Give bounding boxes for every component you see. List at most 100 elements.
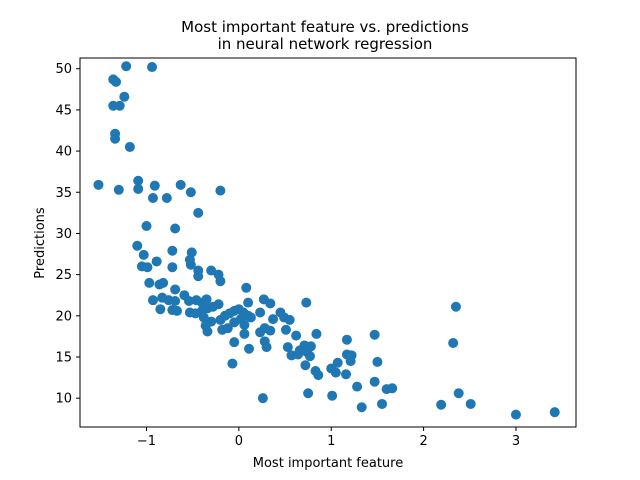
data-point: [158, 277, 169, 288]
data-point: [330, 367, 341, 378]
y-tick-label: 50: [55, 62, 72, 77]
data-point: [133, 183, 144, 194]
data-point: [332, 357, 343, 368]
data-point: [202, 326, 213, 337]
data-point: [241, 282, 252, 293]
data-point: [198, 312, 209, 323]
data-point: [144, 277, 155, 288]
data-point: [300, 360, 311, 371]
data-point: [313, 370, 324, 381]
data-point: [213, 299, 224, 310]
data-point: [352, 381, 363, 392]
data-point: [450, 301, 461, 312]
data-point: [341, 334, 352, 345]
data-point: [369, 376, 380, 387]
x-tick-label: −1: [137, 434, 156, 449]
data-point: [193, 271, 204, 282]
data-point: [549, 407, 560, 418]
data-point: [171, 305, 182, 316]
y-tick-label: 40: [55, 145, 72, 160]
data-points: [93, 61, 560, 420]
data-point: [161, 193, 172, 204]
data-point: [121, 61, 132, 72]
data-point: [377, 398, 388, 409]
data-point: [265, 325, 276, 336]
chart-title-line2: in neural network regression: [218, 35, 433, 53]
data-point: [257, 393, 268, 404]
data-point: [147, 295, 158, 306]
data-point: [261, 342, 272, 353]
data-point: [304, 351, 315, 362]
data-point: [155, 304, 166, 315]
y-tick-label: 30: [55, 227, 72, 242]
data-point: [244, 343, 255, 354]
data-point: [132, 240, 143, 251]
data-point: [151, 256, 162, 267]
data-point: [436, 399, 447, 410]
data-point: [167, 262, 178, 273]
y-tick-label: 20: [55, 309, 72, 324]
data-point: [291, 330, 302, 341]
chart-title-line1: Most important feature vs. predictions: [181, 18, 469, 36]
data-point: [141, 221, 152, 232]
x-tick-label: 0: [235, 434, 243, 449]
data-point: [110, 133, 121, 144]
y-tick-label: 35: [55, 186, 72, 201]
data-point: [243, 297, 254, 308]
data-point: [465, 398, 476, 409]
data-point: [280, 324, 291, 335]
data-point: [356, 402, 367, 413]
data-point: [222, 323, 233, 334]
data-point: [170, 284, 181, 295]
data-point: [147, 62, 158, 73]
data-point: [327, 390, 338, 401]
data-point: [268, 314, 279, 325]
data-point: [175, 179, 186, 190]
axis-ticks: −1 0 1 2 3 10 15 20 25 30 35 40 45 50: [55, 62, 520, 449]
data-point: [124, 141, 135, 152]
data-point: [453, 388, 464, 399]
data-point: [201, 294, 212, 305]
data-point: [341, 369, 352, 380]
data-point: [93, 179, 104, 190]
data-point: [138, 249, 149, 260]
data-point: [245, 312, 256, 323]
data-point: [133, 175, 144, 186]
data-point: [206, 265, 217, 276]
data-point: [183, 295, 194, 306]
data-point: [111, 76, 122, 87]
y-tick-label: 45: [55, 103, 72, 118]
data-point: [448, 337, 459, 348]
data-point: [346, 350, 357, 361]
x-tick-label: 1: [327, 434, 335, 449]
data-point: [265, 298, 276, 309]
plot-frame: [79, 57, 577, 428]
data-point: [510, 409, 521, 420]
data-point: [227, 358, 238, 369]
data-point: [142, 262, 153, 273]
data-point: [215, 185, 226, 196]
x-tick-label: 2: [419, 434, 427, 449]
data-point: [239, 328, 250, 339]
y-tick-label: 15: [55, 350, 72, 365]
data-point: [193, 207, 204, 218]
data-point: [185, 259, 196, 270]
data-point: [170, 295, 181, 306]
data-point: [369, 329, 380, 340]
data-point: [149, 180, 160, 191]
x-tick-label: 3: [512, 434, 520, 449]
data-point: [185, 187, 196, 198]
data-point: [303, 388, 314, 399]
data-point: [215, 276, 226, 287]
data-point: [119, 91, 130, 102]
data-point: [282, 342, 293, 353]
y-tick-label: 10: [55, 392, 72, 407]
data-point: [284, 314, 295, 325]
y-tick-label: 25: [55, 268, 72, 283]
data-point: [167, 245, 178, 256]
data-point: [147, 193, 158, 204]
data-point: [114, 100, 125, 111]
x-axis-label: Most important feature: [253, 456, 403, 471]
